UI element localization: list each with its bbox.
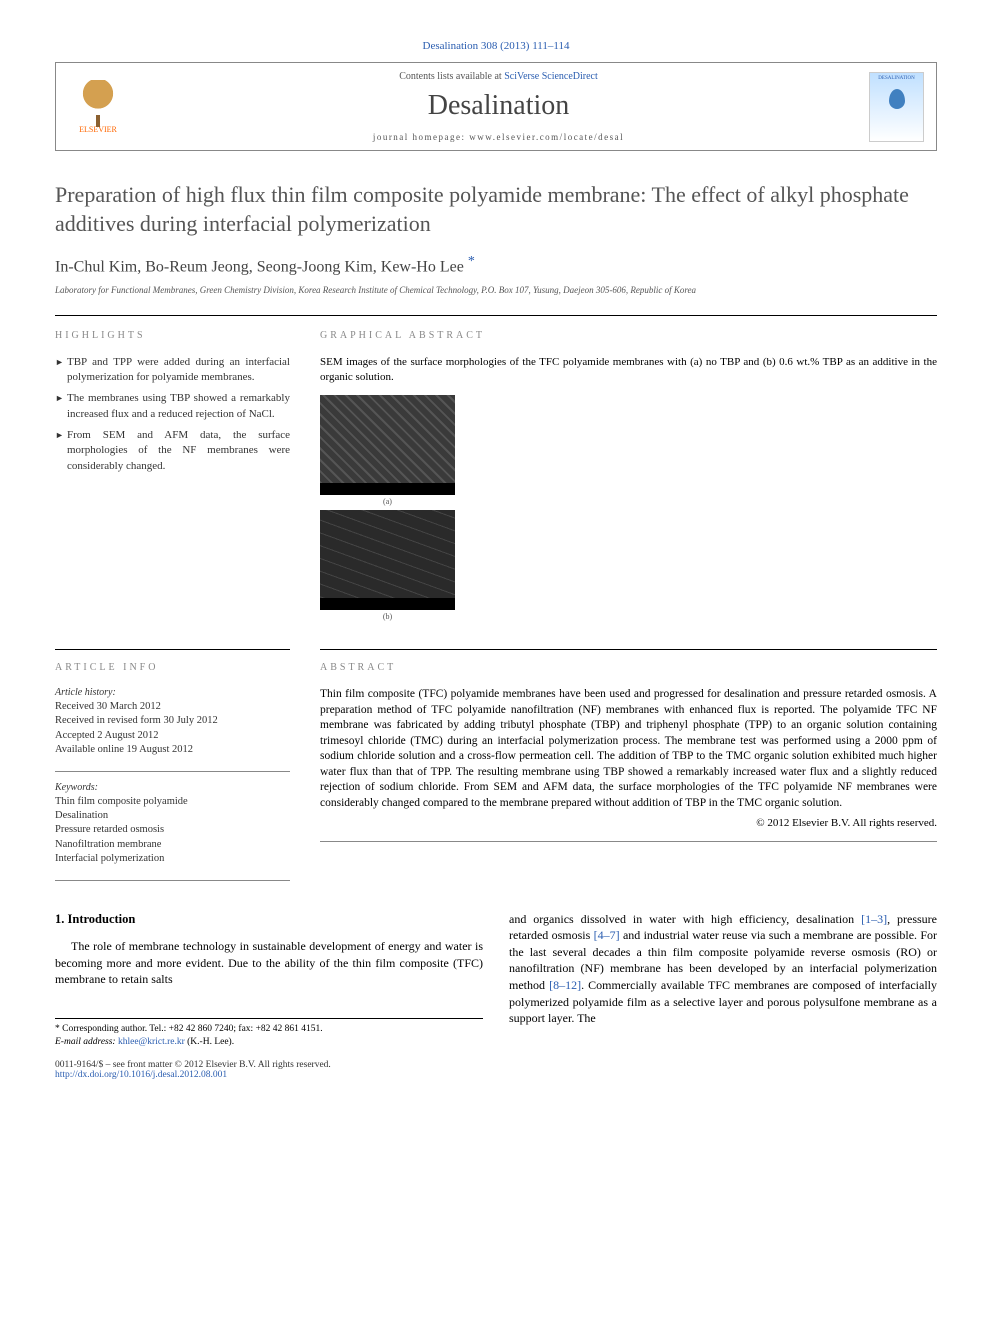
highlight-item: From SEM and AFM data, the surface morph… bbox=[55, 428, 290, 474]
abstract-copyright: © 2012 Elsevier B.V. All rights reserved… bbox=[320, 817, 937, 829]
history-line: Accepted 2 August 2012 bbox=[55, 729, 290, 743]
journal-homepage: journal homepage: www.elsevier.com/locat… bbox=[128, 132, 869, 142]
authors: In-Chul Kim, Bo-Reum Jeong, Seong-Joong … bbox=[55, 254, 937, 276]
highlights-heading: HIGHLIGHTS bbox=[55, 330, 290, 341]
email-link[interactable]: khlee@krict.re.kr bbox=[118, 1037, 185, 1047]
body-paragraph: and organics dissolved in water with hig… bbox=[509, 911, 937, 1027]
sem-image-a bbox=[320, 395, 455, 495]
corresponding-footnote: * Corresponding author. Tel.: +82 42 860… bbox=[55, 1023, 483, 1036]
keyword: Nanofiltration membrane bbox=[55, 838, 290, 852]
author-names: In-Chul Kim, Bo-Reum Jeong, Seong-Joong … bbox=[55, 259, 468, 276]
highlights-list: TBP and TPP were added during an interfa… bbox=[55, 355, 290, 475]
sem-label-a: (a) bbox=[320, 497, 455, 506]
journal-cover-thumb: DESALINATION bbox=[869, 72, 924, 142]
cover-label: DESALINATION bbox=[878, 76, 914, 81]
elsevier-tree-icon bbox=[78, 80, 118, 125]
graphical-abstract-heading: GRAPHICAL ABSTRACT bbox=[320, 330, 937, 341]
abstract-text: Thin film composite (TFC) polyamide memb… bbox=[320, 687, 937, 811]
citation-link[interactable]: [1–3] bbox=[861, 912, 887, 926]
elsevier-logo: ELSEVIER bbox=[68, 72, 128, 142]
front-matter-line: 0011-9164/$ – see front matter © 2012 El… bbox=[55, 1060, 937, 1070]
body-text: and organics dissolved in water with hig… bbox=[509, 912, 861, 926]
keyword: Thin film composite polyamide bbox=[55, 795, 290, 809]
doi-link[interactable]: http://dx.doi.org/10.1016/j.desal.2012.0… bbox=[55, 1070, 227, 1080]
keyword: Desalination bbox=[55, 809, 290, 823]
journal-header: ELSEVIER Contents lists available at Sci… bbox=[55, 62, 937, 151]
water-drop-icon bbox=[889, 89, 905, 109]
journal-reference: Desalination 308 (2013) 111–114 bbox=[55, 40, 937, 52]
email-label: E-mail address: bbox=[55, 1037, 118, 1047]
section-heading: 1. Introduction bbox=[55, 911, 483, 928]
journal-name: Desalination bbox=[128, 90, 869, 122]
keyword: Interfacial polymerization bbox=[55, 852, 290, 866]
history-title: Article history: bbox=[55, 687, 290, 698]
article-title: Preparation of high flux thin film compo… bbox=[55, 181, 937, 238]
highlight-item: The membranes using TBP showed a remarka… bbox=[55, 391, 290, 422]
sem-image-b bbox=[320, 510, 455, 610]
sciencedirect-link[interactable]: SciVerse ScienceDirect bbox=[504, 71, 598, 82]
graphical-abstract-caption: SEM images of the surface morphologies o… bbox=[320, 355, 937, 386]
contents-line: Contents lists available at SciVerse Sci… bbox=[128, 71, 869, 82]
sem-label-b: (b) bbox=[320, 612, 455, 621]
citation-link[interactable]: [4–7] bbox=[594, 928, 620, 942]
keyword: Pressure retarded osmosis bbox=[55, 823, 290, 837]
affiliation: Laboratory for Functional Membranes, Gre… bbox=[55, 285, 937, 295]
history-line: Received 30 March 2012 bbox=[55, 700, 290, 714]
history-line: Available online 19 August 2012 bbox=[55, 743, 290, 757]
history-line: Received in revised form 30 July 2012 bbox=[55, 714, 290, 728]
article-info-heading: ARTICLE INFO bbox=[55, 662, 290, 673]
body-paragraph: The role of membrane technology in susta… bbox=[55, 938, 483, 988]
email-suffix: (K.-H. Lee). bbox=[185, 1037, 234, 1047]
keywords-title: Keywords: bbox=[55, 782, 290, 793]
corresponding-mark: * bbox=[468, 254, 475, 269]
abstract-heading: ABSTRACT bbox=[320, 662, 937, 673]
highlight-item: TBP and TPP were added during an interfa… bbox=[55, 355, 290, 386]
contents-prefix: Contents lists available at bbox=[399, 71, 504, 82]
citation-link[interactable]: [8–12] bbox=[549, 978, 581, 992]
